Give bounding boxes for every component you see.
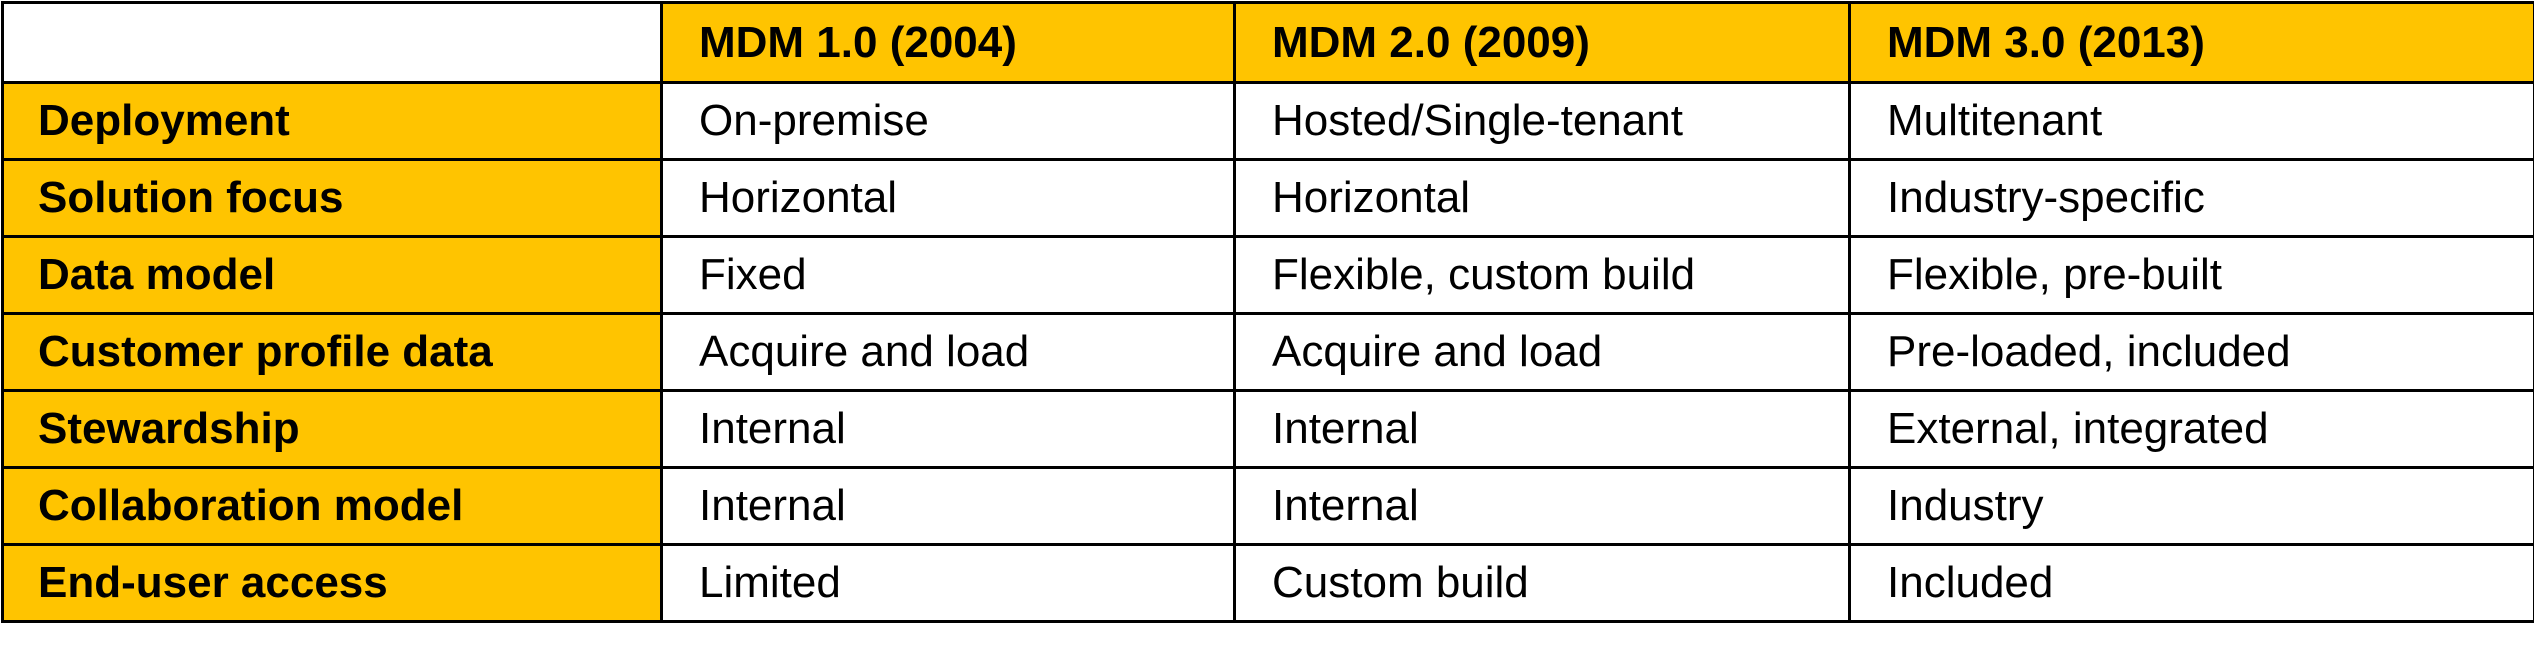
column-header: MDM 1.0 (2004)	[662, 3, 1235, 83]
table-cell: Internal	[1235, 468, 1850, 545]
mdm-comparison-table: MDM 1.0 (2004) MDM 2.0 (2009) MDM 3.0 (2…	[1, 1, 2534, 623]
table-cell: Internal	[662, 468, 1235, 545]
table-cell: Included	[1850, 545, 2534, 622]
table-cell: On-premise	[662, 83, 1235, 160]
header-row: MDM 1.0 (2004) MDM 2.0 (2009) MDM 3.0 (2…	[3, 3, 2534, 83]
table-body: MDM 1.0 (2004) MDM 2.0 (2009) MDM 3.0 (2…	[3, 3, 2534, 622]
table-cell: Industry	[1850, 468, 2534, 545]
table-cell: Limited	[662, 545, 1235, 622]
table-cell: Flexible, pre-built	[1850, 237, 2534, 314]
row-label: Data model	[3, 237, 662, 314]
table-cell: Fixed	[662, 237, 1235, 314]
table-cell: Flexible, custom build	[1235, 237, 1850, 314]
table-cell: Acquire and load	[662, 314, 1235, 391]
table-cell: Hosted/Single-tenant	[1235, 83, 1850, 160]
row-label: Collaboration model	[3, 468, 662, 545]
table-cell: Industry-specific	[1850, 160, 2534, 237]
table-cell: Custom build	[1235, 545, 1850, 622]
table-cell: Internal	[662, 391, 1235, 468]
row-label: Solution focus	[3, 160, 662, 237]
row-label: Customer profile data	[3, 314, 662, 391]
table-cell: Multitenant	[1850, 83, 2534, 160]
table-cell: Internal	[1235, 391, 1850, 468]
row-label: Deployment	[3, 83, 662, 160]
column-header: MDM 2.0 (2009)	[1235, 3, 1850, 83]
table-cell: External, integrated	[1850, 391, 2534, 468]
row-label: End-user access	[3, 545, 662, 622]
row-label: Stewardship	[3, 391, 662, 468]
table-cell: Horizontal	[662, 160, 1235, 237]
table-cell: Pre-loaded, included	[1850, 314, 2534, 391]
corner-cell	[3, 3, 662, 83]
table-cell: Horizontal	[1235, 160, 1850, 237]
column-header: MDM 3.0 (2013)	[1850, 3, 2534, 83]
table-cell: Acquire and load	[1235, 314, 1850, 391]
